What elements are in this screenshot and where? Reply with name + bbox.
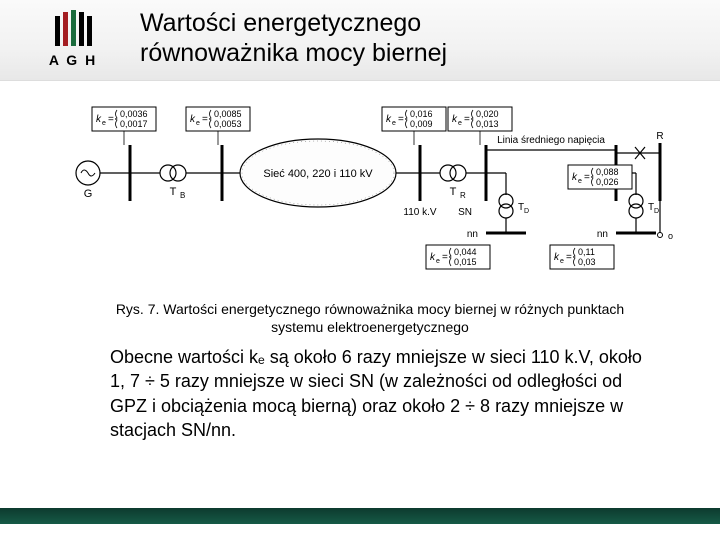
label-G: G: [84, 188, 93, 200]
svg-text:0,009: 0,009: [410, 119, 433, 129]
body-text: Obecne wartości kₑ są około 6 razy mniej…: [110, 345, 650, 442]
svg-text:R: R: [656, 131, 663, 142]
svg-text:e: e: [196, 120, 200, 127]
svg-text:0,0036: 0,0036: [120, 109, 148, 119]
svg-text:nn: nn: [597, 229, 608, 240]
svg-text:0,020: 0,020: [476, 109, 499, 119]
svg-text:nn: nn: [467, 229, 478, 240]
svg-text:D: D: [654, 208, 659, 215]
svg-text:e: e: [436, 258, 440, 265]
title-line2: równoważnika mocy biernej: [140, 39, 447, 67]
label-110kv: 110 k.V: [403, 207, 436, 218]
mv-line-label: Linia średniego napięcia: [497, 135, 605, 146]
svg-text:0,013: 0,013: [476, 119, 499, 129]
logo-text: A G H: [28, 52, 118, 68]
svg-text:=: =: [464, 114, 470, 125]
svg-text:R: R: [460, 191, 466, 200]
svg-text:0,088: 0,088: [596, 167, 619, 177]
svg-text:0,0053: 0,0053: [214, 119, 242, 129]
svg-text:D: D: [524, 208, 529, 215]
power-system-diagram: G T B Sieć 400, 220 i 110 kV 110 k.V T R: [40, 95, 680, 280]
svg-text:0,11: 0,11: [578, 247, 595, 257]
svg-text:=: =: [108, 114, 114, 125]
svg-text:=: =: [442, 252, 448, 263]
svg-text:B: B: [180, 191, 185, 200]
title-line1: Wartości energetycznego: [140, 9, 421, 37]
svg-text:=: =: [584, 172, 590, 183]
svg-text:e: e: [458, 120, 462, 127]
svg-text:e: e: [102, 120, 106, 127]
svg-text:=: =: [202, 114, 208, 125]
ellipse-label: Sieć 400, 220 i 110 kV: [263, 168, 373, 180]
svg-text:0,0017: 0,0017: [120, 119, 148, 129]
svg-text:0,0085: 0,0085: [214, 109, 242, 119]
svg-text:0,016: 0,016: [410, 109, 433, 119]
svg-text:=: =: [566, 252, 572, 263]
svg-text:0,026: 0,026: [596, 177, 619, 187]
agh-logo: A G H: [28, 10, 118, 68]
svg-text:T: T: [170, 186, 177, 198]
svg-text:0,044: 0,044: [454, 247, 477, 257]
logo-bars-icon: [51, 10, 95, 50]
svg-text:e: e: [392, 120, 396, 127]
svg-text:e: e: [578, 178, 582, 185]
svg-text:e: e: [560, 258, 564, 265]
svg-text:T: T: [450, 186, 457, 198]
figure-caption: Rys. 7. Wartości energetycznego równoważ…: [110, 300, 630, 336]
page-title: Wartości energetycznego równoważnika moc…: [140, 8, 447, 68]
footer-bar: [0, 508, 720, 524]
svg-text:0,03: 0,03: [578, 257, 596, 267]
svg-text:o: o: [668, 231, 673, 241]
svg-text:0,015: 0,015: [454, 257, 477, 267]
svg-text:=: =: [398, 114, 404, 125]
label-SN: SN: [458, 207, 472, 218]
